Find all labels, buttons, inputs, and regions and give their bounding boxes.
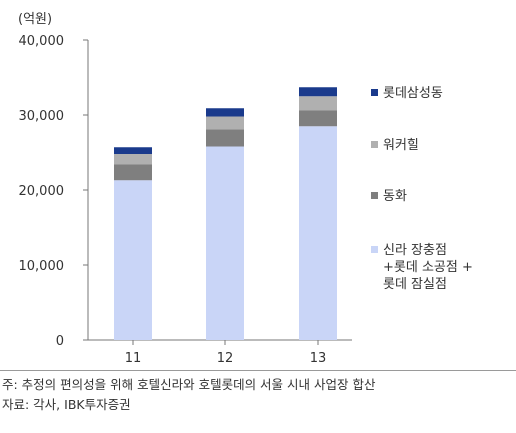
bar-segment: [206, 116, 244, 130]
legend-label: +롯데 소공점 +: [383, 260, 473, 275]
footnote-divider: [0, 370, 516, 371]
y-tick-label: 0: [56, 334, 64, 349]
footnote-source: 자료: 각사, IBK투자증권: [2, 397, 131, 412]
y-tick-label: 20,000: [19, 184, 65, 199]
x-tick-label: 11: [125, 351, 142, 366]
legend-label: 신라 장충점: [383, 243, 447, 258]
bar-segment: [114, 164, 152, 181]
bar-segment: [299, 96, 337, 111]
legend-swatch: [371, 89, 378, 96]
legend-label: 롯데 잠실점: [383, 277, 447, 292]
bar-segment: [299, 126, 337, 340]
y-tick-label: 30,000: [19, 109, 65, 124]
legend-label: 롯데삼성동: [383, 86, 443, 101]
bar-segment: [206, 146, 244, 340]
footnote-note: 주: 추정의 편의성을 위해 호텔신라와 호텔롯데의 서울 시내 사업장 합산: [2, 377, 376, 392]
bar-segment: [299, 110, 337, 127]
y-tick-label: 10,000: [19, 259, 65, 274]
x-tick-label: 12: [217, 351, 234, 366]
bar-segment: [114, 154, 152, 165]
bar-segment: [114, 180, 152, 340]
y-tick-label: 40,000: [19, 34, 65, 49]
legend-swatch: [371, 192, 378, 199]
legend-label: 워커힐: [383, 138, 419, 153]
bar-segment: [206, 108, 244, 117]
bar-segment: [299, 87, 337, 97]
legend-swatch: [371, 141, 378, 148]
legend-label: 동화: [383, 189, 407, 204]
legend-swatch: [371, 246, 378, 253]
bar-segment: [114, 147, 152, 154]
bar-segment: [206, 129, 244, 147]
y-axis-unit-label: (억원): [18, 12, 53, 27]
x-tick-label: 13: [310, 351, 327, 366]
